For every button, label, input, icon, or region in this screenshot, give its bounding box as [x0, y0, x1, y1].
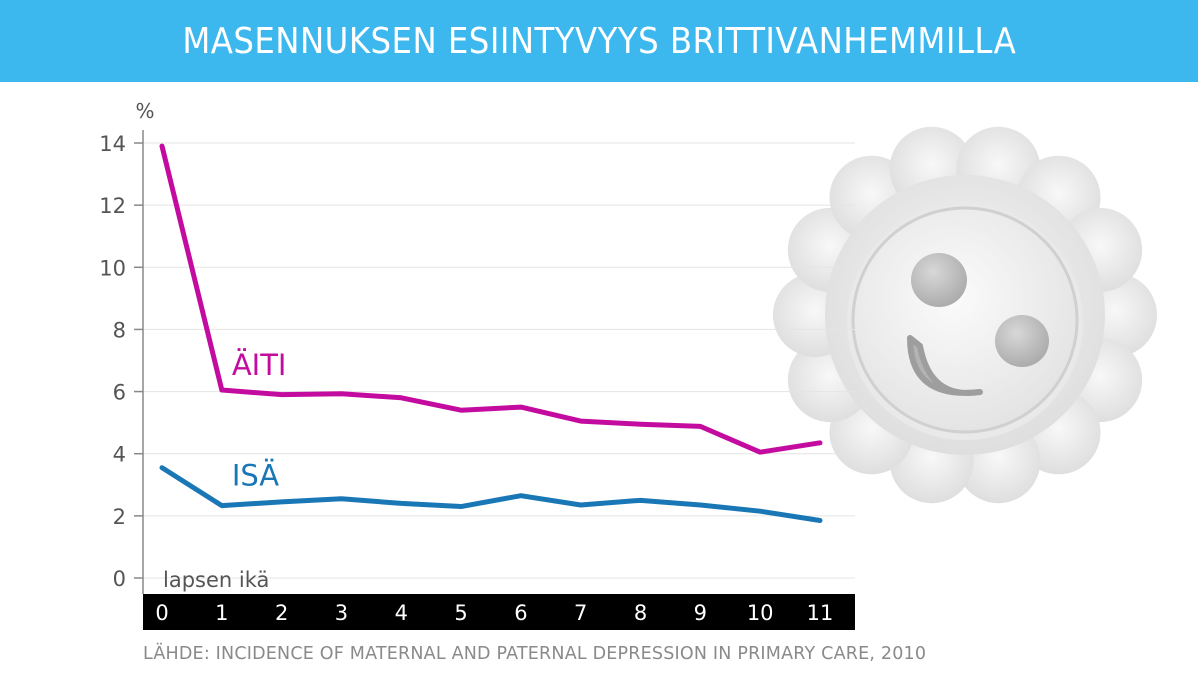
x-tick-label: 11 [807, 601, 834, 625]
source-note: LÄHDE: INCIDENCE OF MATERNAL AND PATERNA… [143, 644, 927, 664]
x-tick-label: 2 [275, 601, 288, 625]
series-label: ISÄ [232, 459, 279, 493]
x-tick-label: 7 [574, 601, 587, 625]
y-tick-label: 2 [113, 505, 126, 529]
y-axis: 0 2 4 6 8 10 12 14 [99, 130, 144, 594]
x-tick-label: 1 [215, 601, 228, 625]
x-tick-label: 4 [395, 601, 408, 625]
y-tick-label: 0 [113, 567, 126, 591]
y-tick-label: 6 [113, 381, 126, 405]
x-tick-label: 9 [694, 601, 707, 625]
y-tick-label: 4 [113, 443, 126, 467]
smiley-sun-icon [773, 126, 1157, 504]
series-labels: ÄITI ISÄ [232, 348, 287, 493]
x-axis-ticks: 0 1 2 3 4 5 6 7 8 9 10 11 [155, 601, 833, 625]
page-title: MASENNUKSEN ESIINTYVYYS BRITTIVANHEMMILL… [182, 20, 1016, 62]
series-lines [159, 143, 823, 524]
y-axis-unit-label: % [135, 99, 154, 123]
series-line-1 [159, 465, 823, 524]
x-tick-label: 10 [747, 601, 774, 625]
x-tick-label: 5 [454, 601, 467, 625]
series-label: ÄITI [232, 348, 287, 382]
x-axis-band [143, 594, 855, 630]
y-tick-label: 14 [99, 132, 126, 156]
series-line-0 [159, 143, 823, 455]
gridlines [143, 142, 855, 579]
y-tick-label: 10 [99, 256, 126, 280]
title-banner: MASENNUKSEN ESIINTYVYYS BRITTIVANHEMMILL… [0, 0, 1198, 82]
y-tick-label: 8 [113, 318, 126, 342]
x-axis-label: lapsen ikä [163, 568, 269, 592]
x-tick-label: 6 [514, 601, 527, 625]
x-tick-label: 3 [335, 601, 348, 625]
x-tick-label: 0 [155, 601, 168, 625]
y-tick-label: 12 [99, 194, 126, 218]
x-tick-label: 8 [634, 601, 647, 625]
